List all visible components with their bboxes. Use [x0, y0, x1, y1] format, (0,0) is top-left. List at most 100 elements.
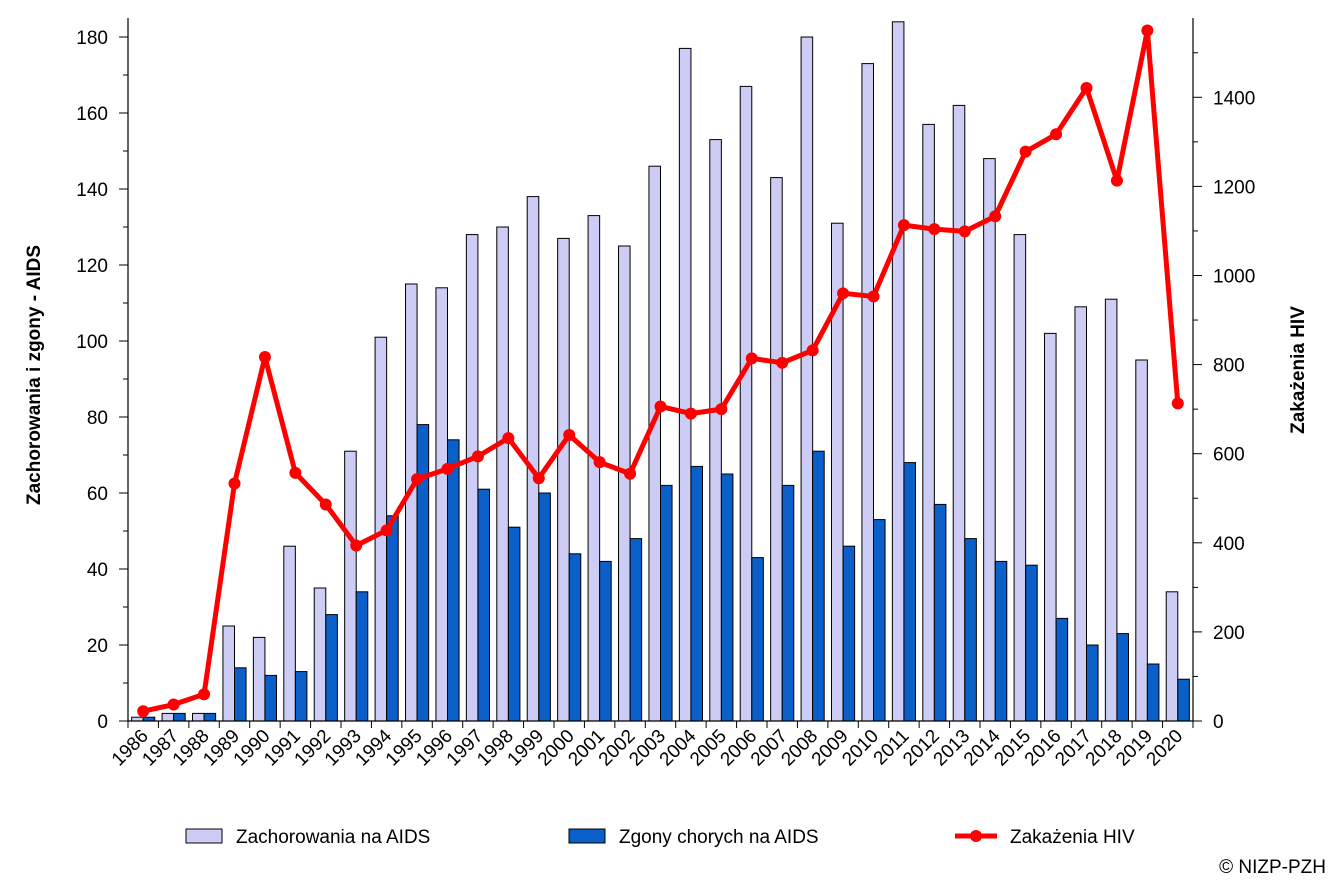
- bar-deaths-2008: [812, 450, 825, 722]
- legend: Zachorowania na AIDS Zgony chorych na AI…: [185, 827, 1135, 848]
- left-tick-label-140: 140: [76, 180, 108, 201]
- bar-aids-1992: [313, 587, 327, 722]
- bar-deaths-2006: [751, 557, 764, 722]
- bar-deaths-1990: [264, 674, 277, 722]
- hiv-point-2001: [593, 456, 606, 469]
- left-tick-label-20: 20: [87, 636, 108, 657]
- hiv-point-2006: [745, 352, 758, 365]
- legend-label-aids: Zachorowania na AIDS: [236, 827, 430, 848]
- hiv-point-2016: [1050, 128, 1063, 141]
- bar-aids-2001: [587, 215, 601, 722]
- hiv-point-1999: [532, 472, 545, 485]
- bar-deaths-2014: [994, 560, 1008, 722]
- bar-aids-2015: [1013, 234, 1027, 722]
- left-tick-label-0: 0: [97, 712, 108, 733]
- bar-deaths-2019: [1146, 663, 1160, 722]
- hiv-point-1998: [502, 432, 515, 445]
- hiv-point-1988: [198, 688, 211, 701]
- bar-deaths-1998: [507, 526, 521, 722]
- hiv-point-2014: [989, 210, 1002, 223]
- bar-aids-1997: [465, 234, 479, 722]
- right-tick-label-400: 400: [1213, 534, 1245, 555]
- hiv-point-2017: [1080, 81, 1093, 94]
- bar-aids-1993: [344, 450, 357, 722]
- bar-deaths-1987: [173, 712, 186, 722]
- hiv-point-1995: [411, 473, 424, 486]
- bar-deaths-2004: [690, 465, 703, 722]
- hiv-point-2012: [928, 223, 941, 236]
- right-tick-label-0: 0: [1213, 712, 1224, 733]
- hiv-point-2018: [1110, 174, 1123, 187]
- legend-swatch-aids: [185, 828, 223, 844]
- hiv-point-2000: [563, 428, 576, 441]
- bar-aids-1988: [192, 712, 205, 722]
- right-tick-label-1000: 1000: [1213, 266, 1255, 287]
- right-axis-title: Zakażenia HIV: [1288, 306, 1309, 434]
- bar-aids-2006: [739, 85, 753, 722]
- bar-aids-1999: [526, 196, 540, 722]
- bar-deaths-2018: [1116, 633, 1129, 722]
- bar-aids-2000: [557, 237, 570, 722]
- hiv-point-2015: [1019, 145, 1032, 158]
- bar-deaths-2009: [842, 545, 856, 722]
- bar-aids-2016: [1044, 332, 1057, 722]
- bar-aids-1991: [283, 545, 296, 722]
- bar-aids-2018: [1104, 298, 1118, 722]
- bar-deaths-1993: [355, 591, 369, 722]
- hiv-point-1989: [228, 477, 241, 490]
- bar-deaths-2007: [781, 484, 795, 722]
- bar-aids-2004: [678, 47, 692, 722]
- bar-deaths-2000: [568, 553, 582, 722]
- bar-deaths-2016: [1055, 617, 1069, 722]
- left-tick-label-60: 60: [87, 484, 108, 505]
- left-tick-label-80: 80: [87, 408, 108, 429]
- bars-layer: [131, 21, 1190, 722]
- right-tick-label-600: 600: [1213, 445, 1245, 466]
- legend-label-hiv: Zakażenia HIV: [1010, 827, 1135, 848]
- bar-aids-2017: [1074, 306, 1087, 722]
- bar-deaths-2005: [720, 473, 734, 722]
- bar-deaths-2013: [964, 538, 977, 722]
- bar-deaths-2020: [1177, 678, 1190, 722]
- bar-aids-2020: [1165, 591, 1179, 722]
- hiv-point-1986: [137, 705, 150, 718]
- x-tick-label-2020: 2020: [1143, 726, 1188, 771]
- bar-deaths-1989: [234, 667, 247, 722]
- hiv-point-1997: [471, 450, 484, 463]
- hiv-point-1994: [380, 524, 393, 537]
- right-tick-label-800: 800: [1213, 356, 1245, 377]
- bar-deaths-2015: [1025, 564, 1038, 722]
- bar-aids-2008: [800, 36, 814, 722]
- hiv-point-2009: [837, 287, 850, 300]
- hiv-point-2020: [1171, 397, 1184, 410]
- bar-deaths-2012: [933, 503, 947, 722]
- left-tick-label-40: 40: [87, 560, 108, 581]
- right-tick-label-200: 200: [1213, 623, 1245, 644]
- hiv-point-1996: [441, 462, 454, 475]
- hiv-point-2008: [806, 344, 819, 357]
- hiv-point-2007: [776, 356, 789, 369]
- bar-aids-1990: [252, 636, 266, 722]
- bar-aids-2013: [952, 104, 966, 722]
- credit-text: © NIZP-PZH: [1219, 857, 1326, 878]
- bar-aids-1987: [161, 712, 175, 722]
- bar-aids-2012: [922, 123, 935, 722]
- bar-deaths-2017: [1086, 644, 1099, 722]
- bar-deaths-2011: [903, 462, 916, 722]
- hiv-line-layer: [137, 24, 1184, 718]
- bar-aids-2002: [618, 245, 631, 722]
- bar-aids-2005: [709, 139, 722, 722]
- bar-deaths-1999: [538, 492, 551, 722]
- hiv-point-1990: [258, 351, 271, 364]
- bar-deaths-1992: [325, 614, 338, 722]
- bar-deaths-2001: [599, 560, 612, 722]
- right-tick-label-1200: 1200: [1213, 177, 1255, 198]
- bar-deaths-2010: [873, 519, 886, 722]
- left-tick-label-120: 120: [76, 256, 108, 277]
- bar-aids-2014: [983, 158, 996, 722]
- bar-aids-1998: [496, 226, 509, 722]
- bar-aids-2011: [891, 21, 905, 722]
- right-tick-label-1400: 1400: [1213, 88, 1255, 109]
- bar-aids-1989: [222, 625, 236, 722]
